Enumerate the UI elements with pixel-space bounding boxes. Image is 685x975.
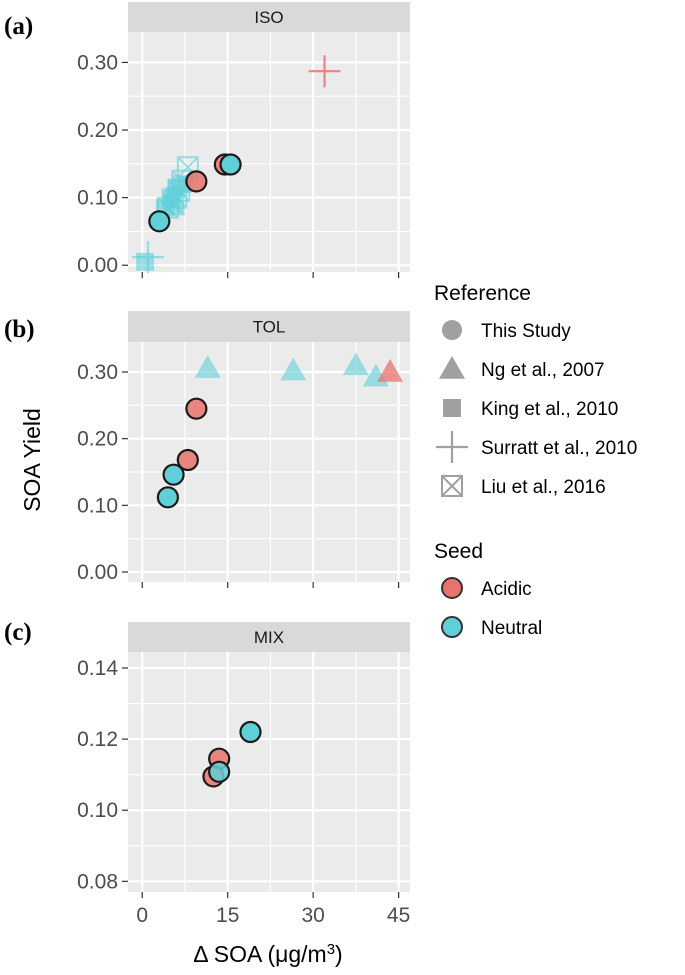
y-tick-label: 0.00: [77, 561, 118, 584]
panel-label-b: (b): [4, 316, 35, 343]
y-tick-label: 0.30: [77, 361, 118, 384]
legend-key-square: [443, 399, 461, 417]
legend-reference-label: Surratt et al., 2010: [481, 438, 637, 459]
legend-key-plus: [436, 431, 468, 463]
y-tick-label: 0.00: [77, 254, 118, 277]
strip-label-mix: MIX: [254, 628, 284, 647]
data-point: [185, 397, 208, 420]
y-tick-label: 0.10: [77, 494, 118, 517]
data-point: [148, 210, 171, 233]
x-axis-title-sup: 3: [327, 941, 335, 958]
strip-label-tol: TOL: [253, 318, 286, 337]
data-point: [342, 352, 369, 376]
y-axis-title: SOA Yield: [19, 408, 45, 512]
x-axis-title-main: Δ SOA (μg/m: [193, 941, 326, 967]
data-points-tol: [156, 352, 404, 509]
legend-seed-label: Neutral: [481, 618, 542, 639]
legend-key-circle: [442, 320, 462, 340]
strip-iso: [128, 2, 410, 32]
legend-seed-items: Acidic Neutral: [441, 577, 542, 639]
data-point: [176, 448, 199, 472]
legend-key-seed: [441, 577, 463, 599]
legend-reference-label: Ng et al., 2007: [481, 360, 605, 381]
x-tick-label: 15: [216, 904, 239, 927]
y-tick-label: 0.30: [77, 51, 118, 74]
y-tick-label: 0.20: [77, 428, 118, 451]
y-tick-label: 0.10: [77, 187, 118, 210]
data-point: [208, 760, 231, 783]
panel-mix: MIX 0 15 30 45 0.08 0.10 0.12 0.14: [77, 622, 410, 927]
data-point: [219, 153, 242, 176]
legend-reference-label: King et al., 2010: [481, 399, 618, 420]
y-tick-label: 0.20: [77, 119, 118, 142]
panel-tol: TOL 0.00 0.10 0.20 0.30: [77, 311, 410, 588]
data-point: [136, 252, 155, 271]
data-point: [131, 241, 164, 274]
legend-seed-title: Seed: [434, 540, 483, 563]
strip-mix: [128, 622, 410, 652]
x-tick-label: 45: [387, 904, 410, 927]
legend-key-seed: [441, 616, 463, 638]
plot-background-mix: [128, 652, 410, 892]
data-point: [156, 486, 179, 509]
legend-key-triangle: [439, 356, 465, 379]
x-axis-title: Δ SOA (μg/m3): [193, 941, 342, 968]
legend-reference-items: This Study Ng et al., 2007 King et al., 20…: [436, 320, 637, 498]
y-tick-label: 0.08: [77, 870, 118, 893]
data-point: [308, 55, 341, 88]
panel-label-c: (c): [4, 619, 32, 646]
y-tick-label: 0.12: [77, 728, 118, 751]
legend-key-boxx: [441, 475, 463, 497]
panel-label-a: (a): [4, 13, 33, 40]
data-point: [377, 359, 404, 382]
strip-label-iso: ISO: [254, 8, 283, 27]
x-tick-label: 30: [301, 904, 324, 927]
plot-background-iso: [128, 32, 410, 272]
legend-reference-label: Liu et al., 2016: [481, 477, 606, 498]
x-axis-title-close: ): [335, 941, 343, 967]
gridlines-mix: [128, 652, 410, 892]
data-point: [164, 195, 183, 214]
panel-iso: ISO 0.00 0.10 0.20 0.30: [77, 2, 410, 278]
data-point: [185, 170, 208, 193]
legend-seed-label: Acidic: [481, 579, 532, 600]
data-point: [280, 357, 307, 381]
x-tick-label: 0: [136, 904, 148, 927]
y-tick-label: 0.14: [77, 657, 118, 680]
legend-reference-label: This Study: [481, 321, 571, 342]
data-points-mix: [202, 720, 262, 788]
data-point: [162, 463, 185, 486]
data-point: [239, 720, 262, 744]
strip-tol: [128, 311, 410, 342]
y-tick-label: 0.10: [77, 799, 118, 822]
legend: Reference This Study Ng et al., 2007 King …: [434, 282, 637, 639]
plot-background-tol: [128, 342, 410, 582]
data-point: [194, 355, 221, 378]
data-points-iso: [131, 55, 341, 274]
legend-reference-title: Reference: [434, 282, 531, 305]
